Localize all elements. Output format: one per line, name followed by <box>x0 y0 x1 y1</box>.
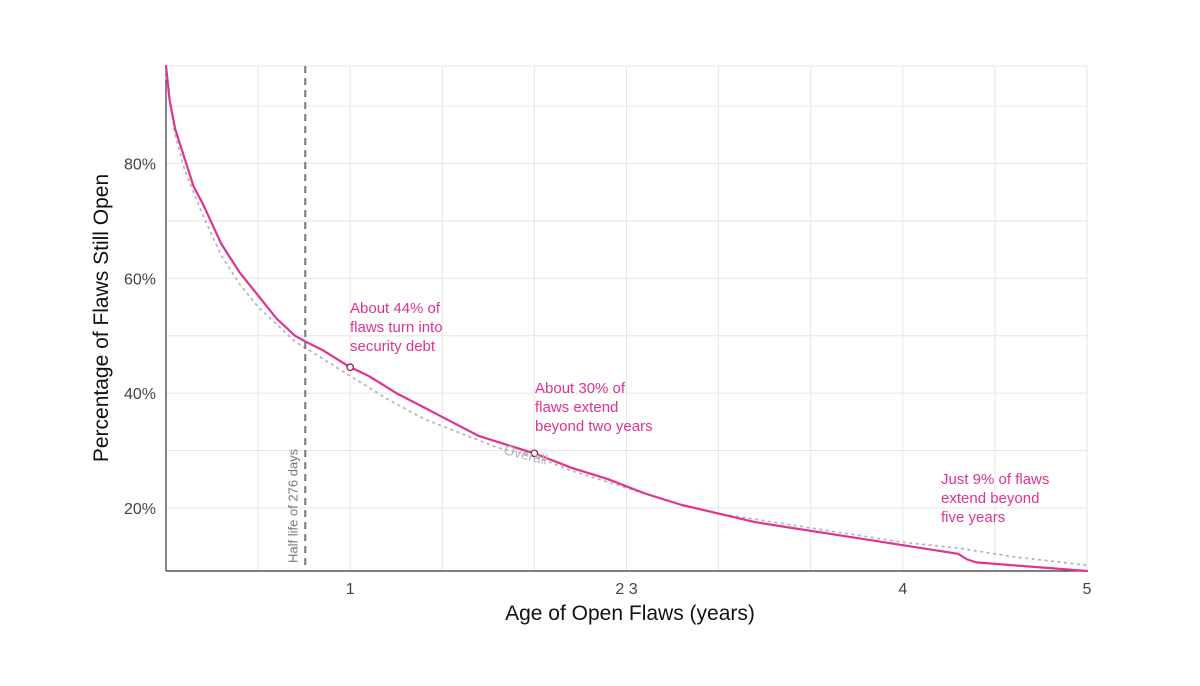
highlight-point <box>530 449 539 458</box>
half-life-reference: Half life of 276 days <box>285 66 307 571</box>
y-tick-labels: 20% 40% 60% 80% <box>124 157 156 518</box>
y-tick-label: 40% <box>124 386 156 403</box>
annotation-line: extend beyond <box>941 490 1039 507</box>
annotation-line: beyond two years <box>535 418 653 435</box>
annotations: About 44% of flaws turn into security debt… <box>350 300 1049 526</box>
annotation-line: flaws turn into <box>350 319 443 336</box>
horizontal-gridlines <box>166 65 1087 509</box>
x-tick-label: 5 <box>1083 581 1092 598</box>
annotation-line: five years <box>941 509 1005 526</box>
axes <box>165 66 1087 572</box>
annotation-line: About 30% of <box>535 380 626 397</box>
y-tick-label: 20% <box>124 501 156 518</box>
annotation-line: security debt <box>350 338 436 355</box>
y-tick-label: 60% <box>124 271 156 288</box>
annotation: Just 9% of flaws extend beyond five years <box>941 471 1049 526</box>
flaws-open-line <box>164 64 1089 573</box>
annotation: About 44% of flaws turn into security debt <box>350 300 443 355</box>
y-tick-label: 80% <box>124 157 156 174</box>
x-tick-labels: 1 2 3 4 5 <box>346 581 1092 598</box>
series-lines <box>164 64 1089 573</box>
x-tick-label: 4 <box>898 581 907 598</box>
vertical-gridlines <box>257 66 1088 571</box>
y-axis-title: Percentage of Flaws Still Open <box>90 174 113 462</box>
x-tick-label: 1 <box>346 581 355 598</box>
highlight-points <box>346 363 539 458</box>
annotation-line: flaws extend <box>535 399 618 416</box>
annotation-line: About 44% of <box>350 300 441 317</box>
annotation: About 30% of flaws extend beyond two years <box>535 380 653 435</box>
x-tick-label: 2 3 <box>615 581 637 598</box>
half-life-label: Half life of 276 days <box>285 448 300 563</box>
overall-label: Overall <box>502 441 549 467</box>
annotation-line: Just 9% of flaws <box>941 471 1049 488</box>
x-axis-title: Age of Open Flaws (years) <box>505 602 755 625</box>
highlight-point <box>346 363 355 372</box>
